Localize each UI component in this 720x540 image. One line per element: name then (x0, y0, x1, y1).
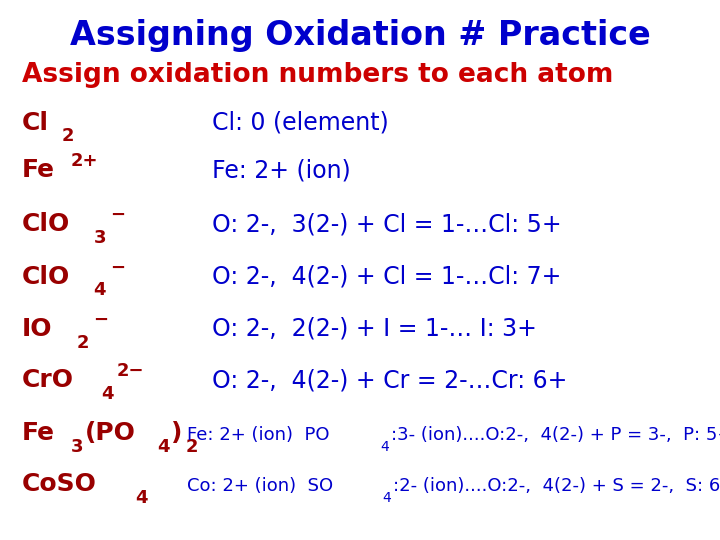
Text: O: 2-,  4(2-) + Cr = 2-…Cr: 6+: O: 2-, 4(2-) + Cr = 2-…Cr: 6+ (212, 368, 568, 392)
Text: 2: 2 (61, 127, 73, 145)
Text: Fe: 2+ (ion)  PO: Fe: 2+ (ion) PO (187, 426, 330, 444)
Text: :2- (ion)....O:2-,  4(2-) + S = 2-,  S: 6+: :2- (ion)....O:2-, 4(2-) + S = 2-, S: 6+ (393, 477, 720, 495)
Text: Co: 2+ (ion)  SO: Co: 2+ (ion) SO (187, 477, 333, 495)
Text: Cl: 0 (element): Cl: 0 (element) (212, 111, 389, 134)
Text: 2: 2 (186, 438, 198, 456)
Text: Cl: Cl (22, 111, 48, 134)
Text: :3- (ion)....O:2-,  4(2-) + P = 3-,  P: 5+: :3- (ion)....O:2-, 4(2-) + P = 3-, P: 5+ (391, 426, 720, 444)
Text: 4: 4 (380, 440, 389, 454)
Text: O: 2-,  2(2-) + I = 1-… I: 3+: O: 2-, 2(2-) + I = 1-… I: 3+ (212, 317, 537, 341)
Text: 2+: 2+ (71, 152, 98, 170)
Text: 4: 4 (157, 438, 169, 456)
Text: 4: 4 (101, 385, 113, 403)
Text: 4: 4 (382, 491, 391, 505)
Text: −: − (94, 311, 109, 329)
Text: Fe: Fe (22, 421, 55, 445)
Text: ClO: ClO (22, 265, 70, 288)
Text: 2−: 2− (117, 362, 144, 380)
Text: Assigning Oxidation # Practice: Assigning Oxidation # Practice (70, 19, 650, 52)
Text: O: 2-,  4(2-) + Cl = 1-…Cl: 7+: O: 2-, 4(2-) + Cl = 1-…Cl: 7+ (212, 265, 562, 288)
Text: ClO: ClO (22, 212, 70, 236)
Text: (PO: (PO (85, 421, 136, 445)
Text: −: − (110, 259, 125, 276)
Text: 2: 2 (76, 334, 89, 352)
Text: ): ) (171, 421, 183, 445)
Text: 4: 4 (135, 489, 148, 507)
Text: 4: 4 (94, 281, 106, 299)
Text: Fe: Fe (22, 158, 55, 182)
Text: IO: IO (22, 317, 52, 341)
Text: 3: 3 (94, 229, 106, 247)
Text: Assign oxidation numbers to each atom: Assign oxidation numbers to each atom (22, 62, 613, 88)
Text: −: − (110, 206, 125, 224)
Text: 3: 3 (71, 438, 83, 456)
Text: CoSO: CoSO (22, 472, 96, 496)
Text: Fe: 2+ (ion): Fe: 2+ (ion) (212, 158, 351, 182)
Text: O: 2-,  3(2-) + Cl = 1-…Cl: 5+: O: 2-, 3(2-) + Cl = 1-…Cl: 5+ (212, 212, 562, 236)
Text: CrO: CrO (22, 368, 73, 392)
